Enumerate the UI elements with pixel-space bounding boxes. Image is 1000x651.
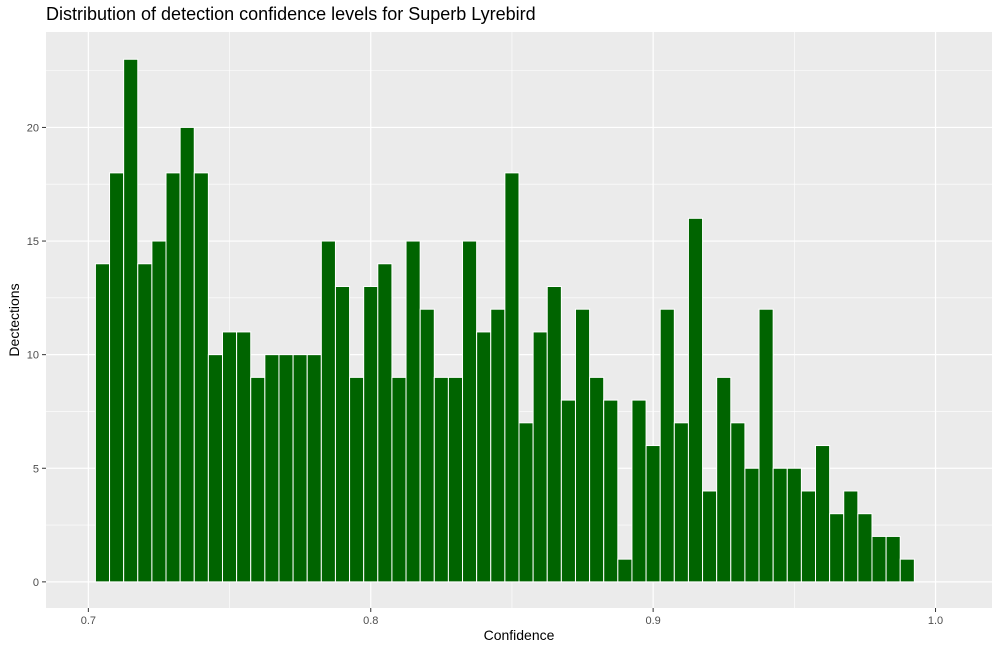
histogram-bar <box>673 422 689 583</box>
histogram-bar <box>885 535 901 583</box>
histogram-bar <box>264 354 280 583</box>
histogram-bar <box>94 263 111 583</box>
histogram-bar <box>391 376 407 583</box>
histogram-bar <box>786 467 802 583</box>
histogram-bar <box>278 354 294 583</box>
y-tick-label: 10 <box>27 350 39 362</box>
histogram-bar <box>490 308 506 583</box>
histogram-bar <box>123 58 139 583</box>
histogram-bar <box>151 240 167 583</box>
chart-title: Distribution of detection confidence lev… <box>46 4 536 24</box>
x-tick-label: 0.8 <box>363 615 378 627</box>
histogram-bar <box>433 376 449 583</box>
y-axis-title: Dectections <box>6 283 22 356</box>
histogram-bar <box>772 467 788 583</box>
histogram-bar <box>716 376 732 583</box>
histogram-bar <box>447 376 464 583</box>
histogram-bar <box>419 308 435 583</box>
histogram-bar <box>292 354 308 583</box>
histogram-bar <box>659 308 675 583</box>
histogram-bar <box>518 422 534 583</box>
histogram-bar <box>363 285 379 583</box>
histogram-bar <box>377 263 393 583</box>
histogram-bar <box>221 331 238 583</box>
x-axis-title: Confidence <box>484 627 555 643</box>
histogram-bar <box>829 513 845 583</box>
histogram-bar <box>236 331 252 583</box>
histogram-bar <box>193 172 209 583</box>
histogram-bar <box>815 445 831 583</box>
histogram-bar <box>730 422 746 583</box>
histogram-bar <box>504 172 520 583</box>
y-tick-label: 20 <box>27 122 39 134</box>
x-tick-label: 1.0 <box>928 615 943 627</box>
histogram-bar <box>687 217 704 583</box>
histogram-bar <box>546 285 562 583</box>
histogram-bar <box>462 240 478 583</box>
histogram-bar <box>758 308 774 583</box>
histogram-bar <box>532 331 548 583</box>
histogram-bar <box>250 376 266 583</box>
histogram-bar <box>405 240 421 583</box>
histogram-bar <box>165 172 181 583</box>
histogram-bar <box>871 535 887 583</box>
histogram-bar <box>899 558 915 583</box>
histogram-bar <box>207 354 223 583</box>
histogram-bar <box>109 172 125 583</box>
histogram-bar <box>744 467 760 583</box>
y-tick-label: 15 <box>27 236 39 248</box>
histogram-bar <box>617 558 633 583</box>
y-tick-label: 5 <box>33 463 39 475</box>
bars <box>94 58 915 583</box>
histogram-bar <box>603 399 619 583</box>
histogram-bar <box>645 445 661 583</box>
histogram-bar <box>589 376 605 583</box>
histogram-bar <box>843 490 859 583</box>
histogram-bar <box>702 490 718 583</box>
y-tick-label: 0 <box>33 577 39 589</box>
histogram-bar <box>857 513 873 583</box>
histogram-bar <box>476 331 492 583</box>
histogram-bar <box>800 490 817 583</box>
histogram-bar <box>349 376 365 583</box>
axis-ticks: 0.7 0.8 0.9 1.0 0 5 10 15 20 <box>27 122 943 627</box>
histogram-bar <box>306 354 322 583</box>
histogram-bar <box>334 285 351 583</box>
histogram-bar <box>320 240 336 583</box>
histogram-bar <box>631 399 647 583</box>
x-tick-label: 0.7 <box>81 615 96 627</box>
x-tick-label: 0.9 <box>645 615 660 627</box>
histogram-bar <box>574 308 591 583</box>
histogram-bar <box>560 399 576 583</box>
histogram-bar <box>137 263 153 583</box>
histogram-bar <box>179 126 195 583</box>
